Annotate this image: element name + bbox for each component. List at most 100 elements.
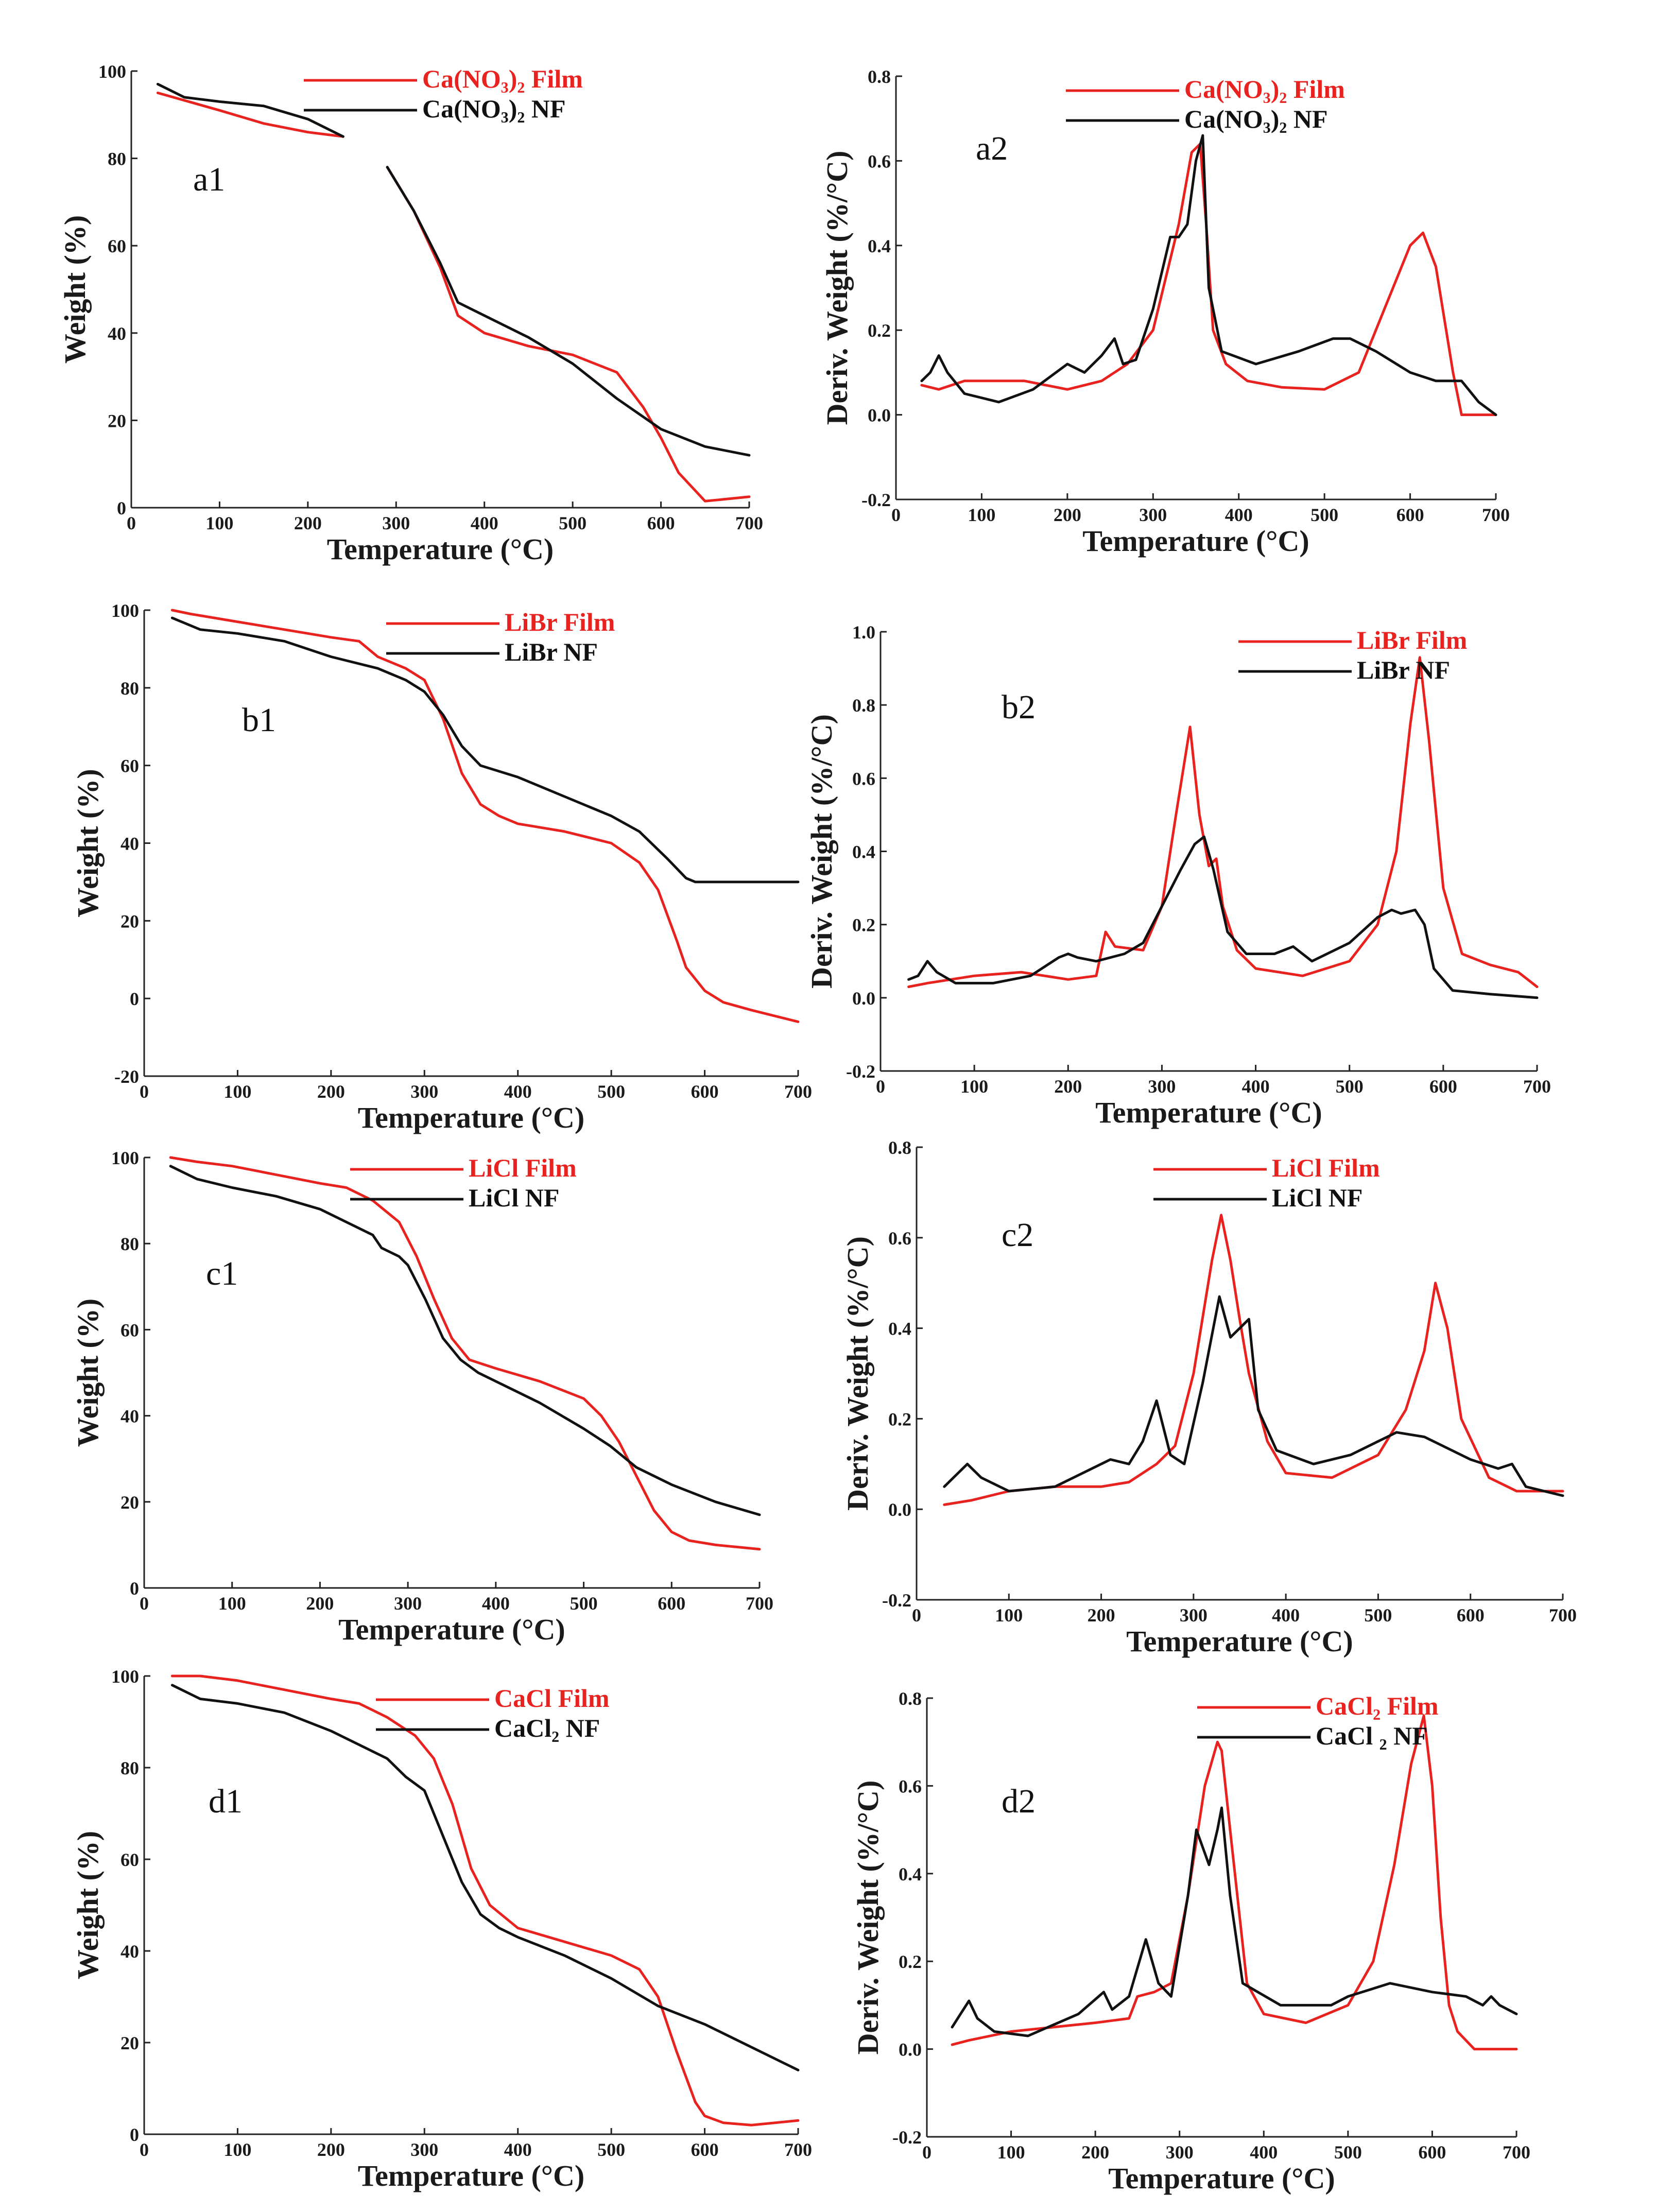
x-tick-label: 300 <box>410 2139 438 2160</box>
legend-label: LiCl NF <box>469 1183 559 1212</box>
chart-panel-a1: 0 100 200 300 400 500 600 700 0 20 40 60 80 100 Temper… <box>58 61 763 566</box>
y-tick-label: 0 <box>130 989 139 1009</box>
y-tick-label: 100 <box>111 1148 139 1168</box>
x-tick-label: 100 <box>968 505 995 525</box>
x-tick-label: 500 <box>597 2139 625 2160</box>
x-tick-label: 500 <box>597 1081 625 1102</box>
x-tick-label: 600 <box>1418 2142 1446 2163</box>
series-line-nf <box>907 835 1539 999</box>
y-tick-label: -0.2 <box>846 1061 875 1082</box>
series-line-film <box>169 1156 761 1551</box>
y-tick-label: 80 <box>120 1234 139 1254</box>
x-tick-label: 0 <box>140 2139 149 2160</box>
x-axis-title: Temperature (°C) <box>327 532 554 566</box>
y-tick-label: 0.6 <box>888 1228 911 1249</box>
legend-label: CaCl₂ NF <box>494 1714 600 1742</box>
panel-label: d1 <box>209 1783 243 1820</box>
x-tick-label: 100 <box>205 513 233 533</box>
series-line-nf <box>169 1165 761 1516</box>
y-tick-label: 100 <box>111 1666 139 1687</box>
x-tick-label: 0 <box>140 1081 149 1102</box>
series-line-nf <box>943 1295 1564 1497</box>
x-tick-label: 300 <box>1166 2142 1194 2163</box>
panel-label: b2 <box>1002 688 1036 726</box>
series-line-nf <box>386 166 751 457</box>
legend-label: LiBr Film <box>1357 626 1467 654</box>
y-tick-label: 0.4 <box>899 1864 922 1885</box>
x-axis-title: Temperature (°C) <box>1108 2162 1335 2195</box>
x-tick-label: 200 <box>317 1081 345 1102</box>
legend-label: CaCl₂ Film <box>1316 1691 1439 1720</box>
chart-panel-b2: 0 100 200 300 400 500 600 700 -0.2 0.0 0.2 0.4 0.6 0.… <box>805 622 1551 1129</box>
x-tick-label: 100 <box>218 1593 246 1614</box>
legend-label: LiBr NF <box>1357 655 1450 684</box>
y-tick-label: 0 <box>117 498 126 519</box>
series-line-film <box>951 1714 1518 2051</box>
y-tick-label: 0.2 <box>852 915 875 936</box>
y-tick-label: 60 <box>108 236 126 256</box>
x-tick-label: 600 <box>658 1593 685 1614</box>
y-tick-label: 0.6 <box>899 1776 922 1796</box>
y-axis-title: Weight (%) <box>58 215 92 364</box>
panel-label: d2 <box>1002 1783 1036 1820</box>
y-tick-label: 40 <box>108 323 126 344</box>
y-tick-label: 0.0 <box>852 988 875 1009</box>
x-tick-label: 100 <box>223 2139 251 2160</box>
x-tick-label: 500 <box>1310 505 1338 525</box>
x-tick-label: 600 <box>647 513 675 533</box>
x-tick-label: 0 <box>912 1605 921 1626</box>
series-line-nf <box>170 1684 800 2071</box>
x-tick-label: 0 <box>127 513 136 533</box>
x-tick-label: 400 <box>1225 505 1253 525</box>
x-tick-label: 500 <box>570 1593 598 1614</box>
x-tick-label: 600 <box>691 1081 719 1102</box>
x-tick-label: 600 <box>1396 505 1424 525</box>
chart-panel-c2: 0 100 200 300 400 500 600 700 -0.2 0.0 0.2 0.4 0.6 0.… <box>841 1137 1577 1658</box>
y-axis-title: Weight (%) <box>71 769 105 917</box>
x-tick-label: 500 <box>1334 2142 1362 2163</box>
x-tick-label: 100 <box>960 1076 988 1097</box>
series-line-film <box>170 1674 800 2127</box>
x-tick-label: 400 <box>1272 1605 1300 1626</box>
chart-panel-c1: 0 100 200 300 400 500 600 700 0 20 40 60 80 100 Temper… <box>71 1148 773 1646</box>
y-tick-label: 0.2 <box>868 320 891 341</box>
series-line-film <box>170 609 800 1023</box>
y-tick-label: 80 <box>120 678 139 699</box>
y-tick-label: -0.2 <box>892 2127 922 2148</box>
y-tick-label: -0.2 <box>882 1590 911 1611</box>
y-tick-label: 0.0 <box>888 1499 911 1520</box>
y-tick-label: 0 <box>130 1578 139 1599</box>
x-tick-label: 0 <box>891 505 901 525</box>
y-axis-title: Deriv. Weight (%/°C) <box>805 714 838 989</box>
panel-label: a1 <box>193 161 225 198</box>
y-tick-label: 0.8 <box>868 66 891 87</box>
y-tick-label: 60 <box>120 1850 139 1870</box>
x-tick-label: 700 <box>1523 1076 1551 1097</box>
y-axis-title: Deriv. Weight (%/°C) <box>851 1781 885 2055</box>
y-tick-label: 0 <box>130 2124 139 2145</box>
x-tick-label: 700 <box>735 513 763 533</box>
y-tick-label: 0.6 <box>868 151 891 171</box>
x-tick-label: 400 <box>482 1593 510 1614</box>
series-line-film <box>943 1214 1564 1506</box>
x-tick-label: 100 <box>223 1081 251 1102</box>
series-line-nf <box>920 134 1497 417</box>
y-axis-title: Deriv. Weight (%/°C) <box>820 151 854 425</box>
y-axis-title: Weight (%) <box>71 1299 105 1447</box>
x-tick-label: 200 <box>1054 505 1081 525</box>
y-tick-label: 20 <box>120 911 139 931</box>
x-tick-label: 0 <box>922 2142 932 2163</box>
legend-label: Ca(NO₃)₂ Film <box>1184 75 1345 103</box>
y-tick-label: 0.0 <box>899 2040 922 2060</box>
y-tick-label: 1.0 <box>852 622 875 643</box>
x-tick-label: 700 <box>1482 505 1510 525</box>
legend-label: CaCl ₂ NF <box>1316 1721 1428 1750</box>
x-tick-label: 200 <box>1054 1076 1082 1097</box>
y-tick-label: 0.4 <box>852 842 875 862</box>
x-tick-label: 100 <box>995 1605 1023 1626</box>
y-tick-label: 0.2 <box>899 1951 922 1972</box>
y-tick-label: 0.8 <box>888 1137 911 1158</box>
x-tick-label: 600 <box>1429 1076 1457 1097</box>
series-line-film <box>156 91 344 138</box>
y-tick-label: 100 <box>98 61 126 82</box>
